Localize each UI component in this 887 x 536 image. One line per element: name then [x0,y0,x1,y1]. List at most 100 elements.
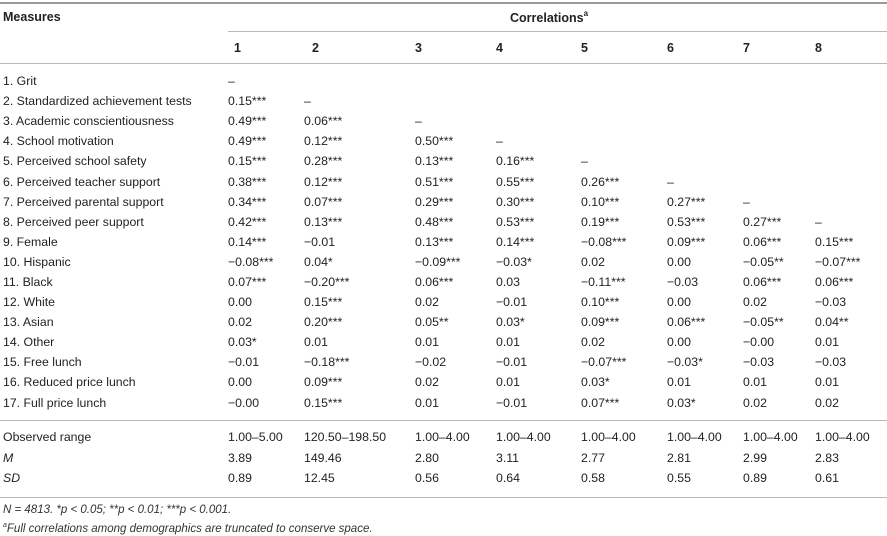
correlation-cell: 0.10*** [581,295,620,310]
stats-cell: 2.77 [581,450,605,465]
table-row: 14. Other 0.03* 0.01 0.01 0.01 0.02 0.00 −0.00 0… [0,332,887,352]
correlation-cell: 0.06*** [815,274,854,289]
correlation-cell: 0.06*** [304,114,343,129]
correlations-subrule [228,31,887,32]
correlation-cell: 0.02 [743,395,767,410]
row-label: 13. Asian [3,315,54,330]
correlation-cell: 0.14*** [228,234,267,249]
correlation-cell: 0.29*** [415,194,454,209]
correlation-cell: −0.20*** [304,274,350,289]
correlation-cell [667,151,743,171]
correlation-cell: 0.02 [228,315,252,330]
correlation-cell: 0.02 [415,295,439,310]
table-row: 15. Free lunch −0.01 −0.18*** −0.02 −0.01 −0.… [0,352,887,372]
correlation-cell: 0.00 [667,295,691,310]
row-label: 17. Full price lunch [3,395,107,410]
table-row: 3. Academic conscientiousness 0.49*** 0.06… [0,111,887,131]
correlation-cell: 0.15*** [815,234,854,249]
correlation-cell: 0.06*** [415,274,454,289]
correlation-cell: −0.00 [743,335,775,350]
stats-cell: 0.89 [743,471,767,486]
correlation-cell: 0.15*** [228,154,267,169]
column-header-5: 5 [581,41,588,55]
correlation-cell: 0.16*** [496,154,535,169]
correlation-cell [581,111,667,131]
correlations-superscript: a [583,9,589,18]
correlation-cell: 0.06*** [743,274,782,289]
table-row: 2. Standardized achievement tests 0.15***… [0,91,887,111]
correlation-cell: −0.08*** [581,234,627,249]
correlation-matrix: 1. Grit –2. Standardized achievement test… [0,71,887,413]
correlation-cell [581,71,667,91]
correlation-cell: 0.13*** [304,214,343,229]
column-header-4: 4 [496,41,503,55]
correlation-cell: 0.19*** [581,214,620,229]
correlation-cell: 0.03* [581,375,610,390]
correlation-cell: 0.07*** [228,274,267,289]
correlation-cell: 0.50*** [415,134,454,149]
stats-cell: 0.56 [415,471,439,486]
correlation-cell [815,111,887,131]
table-row: 11. Black 0.07*** −0.20*** 0.06*** 0.03 −0.11… [0,272,887,292]
correlation-cell: 0.53*** [667,214,706,229]
correlation-cell [581,91,667,111]
correlation-cell: – [415,114,422,129]
correlation-cell: 0.05** [415,315,449,330]
correlation-cell: 0.00 [228,375,252,390]
correlation-cell [415,91,496,111]
correlation-cell: 0.14*** [496,234,535,249]
correlation-cell: 0.38*** [228,174,267,189]
correlation-cell: −0.01 [496,395,528,410]
correlation-cell: −0.08*** [228,254,274,269]
correlation-cell [667,111,743,131]
stats-label: SD [3,471,21,486]
stats-cell: 2.81 [667,450,691,465]
correlation-cell [743,171,815,191]
footnote-marker: a [3,522,7,529]
row-label: 16. Reduced price lunch [3,375,136,390]
stats-cell: 149.46 [304,450,342,465]
correlation-cell: – [228,74,235,89]
correlations-header: Correlationsa [510,9,589,25]
column-header-8: 8 [815,41,822,55]
correlation-cell: 0.12*** [304,174,343,189]
stats-row: M 3.89 149.46 2.80 3.11 2.77 2.81 2.99 2.83 [0,448,887,469]
stats-cell: 0.58 [581,471,605,486]
correlation-cell: 0.01 [743,375,767,390]
correlation-cell: −0.07*** [581,355,627,370]
column-header-7: 7 [743,41,750,55]
correlation-cell: 0.09*** [581,315,620,330]
correlation-cell [496,111,581,131]
table-top-rule [0,2,887,4]
correlation-cell: −0.07*** [815,254,861,269]
correlation-cell: – [304,94,311,109]
correlation-cell [815,171,887,191]
column-header-2: 2 [312,41,319,55]
correlation-cell: 0.27*** [667,194,706,209]
correlation-cell: – [496,134,503,149]
stats-cell: 1.00–5.00 [228,430,283,445]
column-header-1: 1 [234,41,241,55]
correlation-cell [743,111,815,131]
correlation-cell: 0.01 [415,335,439,350]
table-row: 9. Female 0.14*** −0.01 0.13*** 0.14*** −0.08… [0,232,887,252]
table-row: 13. Asian 0.02 0.20*** 0.05** 0.03* 0.09*** 0.… [0,312,887,332]
stats-cell: 3.11 [496,450,520,465]
correlation-cell: 0.49*** [228,134,267,149]
stats-cell: 2.99 [743,450,767,465]
correlation-cell: 0.04* [304,254,333,269]
correlation-cell: 0.07*** [304,194,343,209]
correlation-cell: 0.03 [496,274,520,289]
stats-cell: 1.00–4.00 [743,430,798,445]
correlation-cell: 0.03* [228,335,257,350]
table-row: 17. Full price lunch −0.00 0.15*** 0.01 −0.0… [0,393,887,413]
row-label: 10. Hispanic [3,254,71,269]
correlation-cell: – [581,154,588,169]
correlation-cell: −0.03 [815,355,847,370]
correlation-cell: 0.53*** [496,214,535,229]
correlation-cell [743,91,815,111]
correlation-cell: −0.01 [228,355,260,370]
correlation-cell: −0.01 [304,234,336,249]
stats-cell: 2.83 [815,450,839,465]
correlation-cell [815,91,887,111]
